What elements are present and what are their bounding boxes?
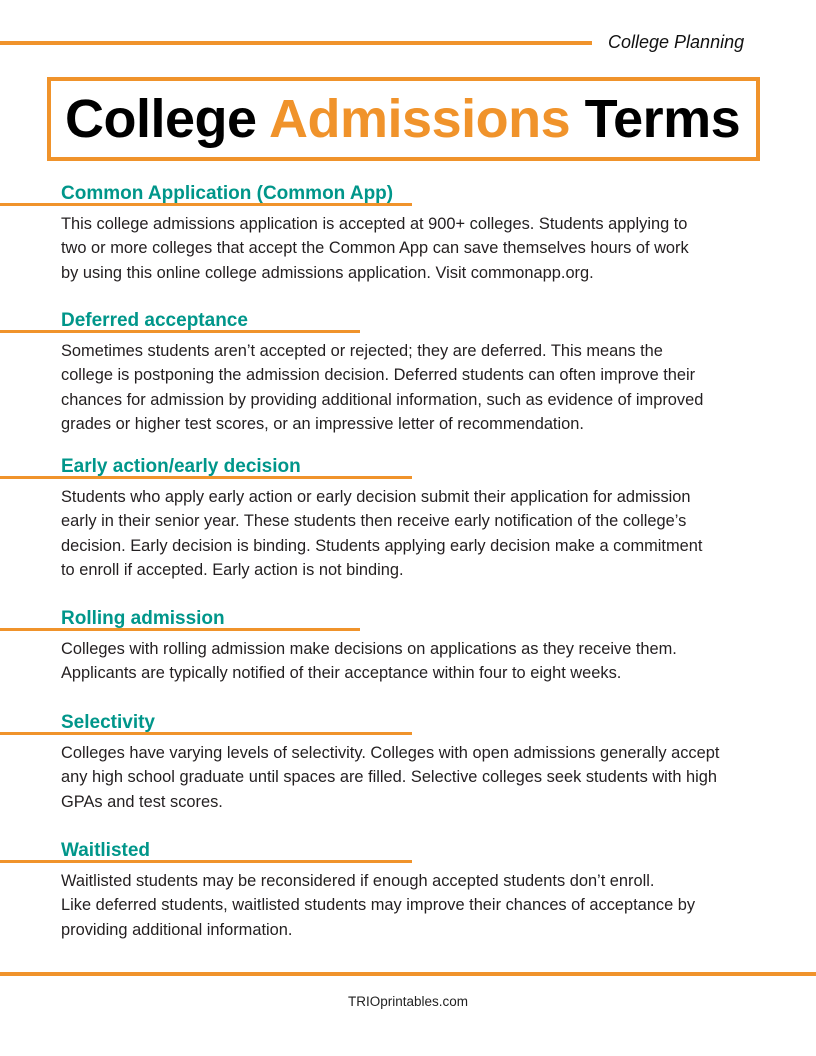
definition-line: Sometimes students aren’t accepted or re… (61, 342, 663, 360)
title-part1: College (65, 89, 270, 149)
definition-line: Waitlisted students may be reconsidered … (61, 872, 655, 890)
definition-line: two or more colleges that accept the Com… (61, 239, 689, 258)
term-heading: Waitlisted (61, 840, 151, 861)
definition-line: Applicants are typically notified of the… (61, 664, 622, 683)
definition-line: decision. Early decision is binding. Stu… (61, 536, 703, 555)
page-title: College Admissions Terms (65, 85, 741, 153)
term-heading: Common Application (Common App) (61, 183, 394, 204)
definition-line: Colleges have varying levels of selectiv… (61, 744, 720, 762)
heading-underline (0, 476, 412, 479)
term-heading: Rolling admission (61, 608, 225, 629)
definition-line: college is postponing the admission deci… (61, 366, 696, 385)
term-definition: Sometimes students aren’t accepted or re… (61, 339, 703, 436)
heading-underline (0, 330, 360, 333)
footer-rule (0, 972, 816, 976)
title-accent: Admissions (269, 89, 571, 149)
heading-underline (0, 860, 412, 863)
term-definition: Colleges with rolling admission make dec… (61, 637, 677, 686)
definition-line: providing additional information. (61, 920, 293, 939)
term-heading: Early action/early decision (61, 456, 301, 477)
term-definition: Waitlisted students may be reconsidered … (61, 869, 695, 942)
heading-underline (0, 732, 412, 735)
heading-underline (0, 203, 412, 206)
category-label: College Planning (608, 32, 745, 52)
term-heading: Selectivity (61, 712, 155, 733)
term-heading: Deferred acceptance (61, 310, 248, 331)
term-definition: Colleges have varying levels of selectiv… (61, 741, 719, 814)
definition-line: chances for admission by providing addit… (61, 390, 704, 409)
definition-line: by using this online college admissions … (61, 263, 594, 282)
definition-line: Students who apply early action or early… (61, 488, 691, 506)
heading-underline (0, 628, 360, 631)
definition-line: to enroll if accepted. Early action is n… (61, 560, 404, 579)
term-definition: Students who apply early action or early… (61, 485, 702, 582)
term-definition: This college admissions application is a… (61, 212, 689, 285)
definition-line: GPAs and test scores. (61, 792, 223, 811)
definition-line: Colleges with rolling admission make dec… (61, 640, 677, 658)
title-box: College Admissions Terms (47, 77, 760, 161)
footer-text: TRIOprintables.com (347, 994, 469, 1009)
title-part2: Terms (570, 89, 741, 149)
definition-line: any high school graduate until spaces ar… (61, 768, 718, 787)
definition-line: grades or higher test scores, or an impr… (61, 414, 584, 433)
definition-line: This college admissions application is a… (61, 215, 688, 233)
definition-line: early in their senior year. These studen… (61, 512, 687, 531)
definition-line: Like deferred students, waitlisted stude… (61, 896, 696, 915)
header-rule (0, 41, 592, 45)
